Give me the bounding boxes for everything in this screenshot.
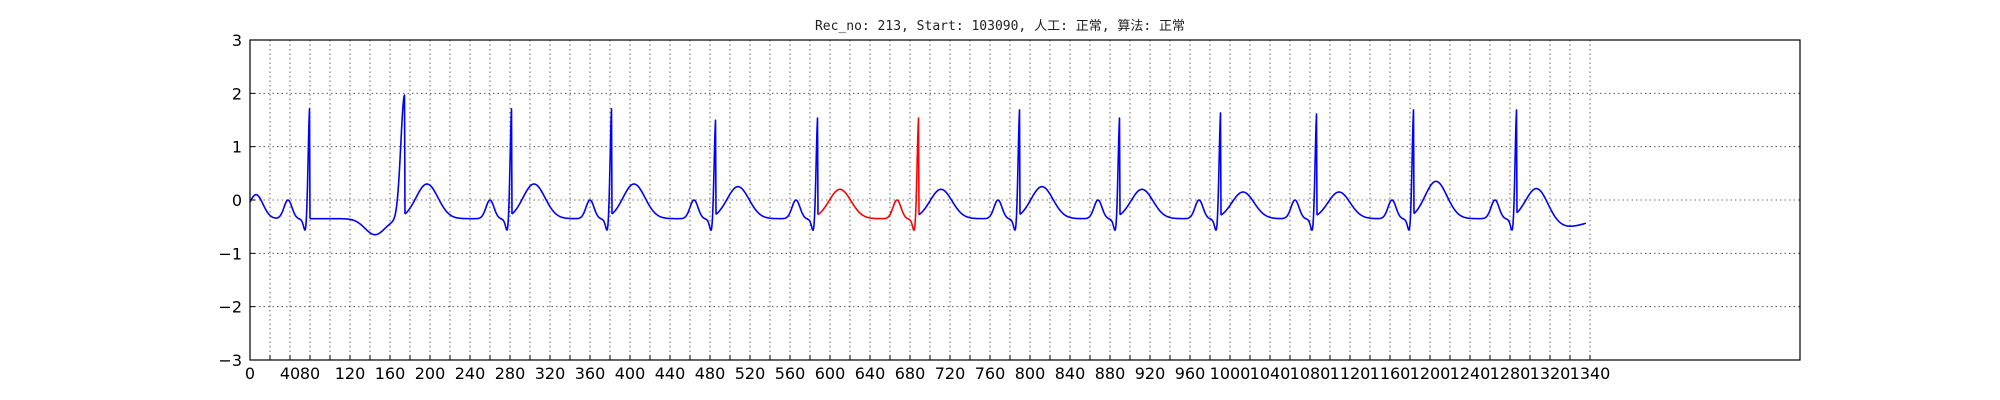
x-tick-label: 1320 (1530, 364, 1571, 383)
x-tick-label: 120 (335, 364, 366, 383)
beat-1 (249, 108, 311, 231)
x-tick-label: 1340 (1570, 364, 1611, 383)
x-tick-label: 680 (895, 364, 926, 383)
y-tick-label: 2 (232, 84, 242, 103)
x-tick-label: 1200 (1410, 364, 1451, 383)
beat-9 (1019, 117, 1121, 232)
x-tick-label: 920 (1135, 364, 1166, 383)
x-tick-label: 840 (1055, 364, 1086, 383)
x-tick-label: 960 (1175, 364, 1206, 383)
x-tick-label: 80 (300, 364, 320, 383)
x-tick-label: 560 (775, 364, 806, 383)
x-tick-label: 520 (735, 364, 766, 383)
x-tick-label: 400 (615, 364, 646, 383)
x-tick-label: 440 (655, 364, 686, 383)
beat-7-highlighted (817, 117, 920, 232)
beat-4 (511, 108, 613, 231)
x-tick-label: 280 (495, 364, 526, 383)
x-tick-label: 480 (695, 364, 726, 383)
beat-14 (1516, 187, 1587, 228)
beat-6 (715, 117, 819, 232)
x-tick-label: 240 (455, 364, 486, 383)
grid (250, 40, 1800, 360)
chart-title: Rec_no: 213, Start: 103090, 人工: 正常, 算法: … (815, 19, 1185, 34)
y-tick-label: −2 (218, 298, 242, 317)
x-axis-ticks: 0 40 80 120 160 200 240 280 320 360 400 440 480 520 56… (245, 355, 1610, 383)
x-tick-label: 1160 (1370, 364, 1411, 383)
beat-10 (1119, 112, 1222, 231)
x-tick-label: 360 (575, 364, 606, 383)
beat-11 (1220, 113, 1318, 231)
beat-3 (404, 108, 513, 231)
y-tick-label: 0 (232, 191, 242, 210)
x-tick-label: 1040 (1250, 364, 1291, 383)
x-tick-label: 0 (245, 364, 255, 383)
x-tick-label: 200 (415, 364, 446, 383)
x-tick-label: 1280 (1490, 364, 1531, 383)
beat-13 (1413, 109, 1518, 231)
x-tick-label: 1000 (1210, 364, 1251, 383)
x-tick-label: 1080 (1290, 364, 1331, 383)
x-tick-label: 1120 (1330, 364, 1371, 383)
beat-8 (918, 109, 1021, 231)
beat-2 (309, 94, 406, 236)
x-tick-label: 880 (1095, 364, 1126, 383)
y-axis-ticks: 3 2 1 0 −1 −2 −3 (218, 31, 255, 370)
ecg-signal (249, 94, 1587, 236)
x-tick-label: 320 (535, 364, 566, 383)
x-tick-label: 40 (280, 364, 300, 383)
y-tick-label: −3 (218, 351, 242, 370)
beat-5 (611, 119, 717, 232)
x-tick-label: 640 (855, 364, 886, 383)
y-tick-label: −1 (218, 244, 242, 263)
x-tick-label: 720 (935, 364, 966, 383)
x-tick-label: 600 (815, 364, 846, 383)
y-tick-label: 3 (232, 31, 242, 50)
beat-12 (1316, 109, 1415, 231)
x-tick-label: 760 (975, 364, 1006, 383)
x-tick-label: 1240 (1450, 364, 1491, 383)
x-tick-label: 160 (375, 364, 406, 383)
x-tick-label: 800 (1015, 364, 1046, 383)
y-tick-label: 1 (232, 138, 242, 157)
